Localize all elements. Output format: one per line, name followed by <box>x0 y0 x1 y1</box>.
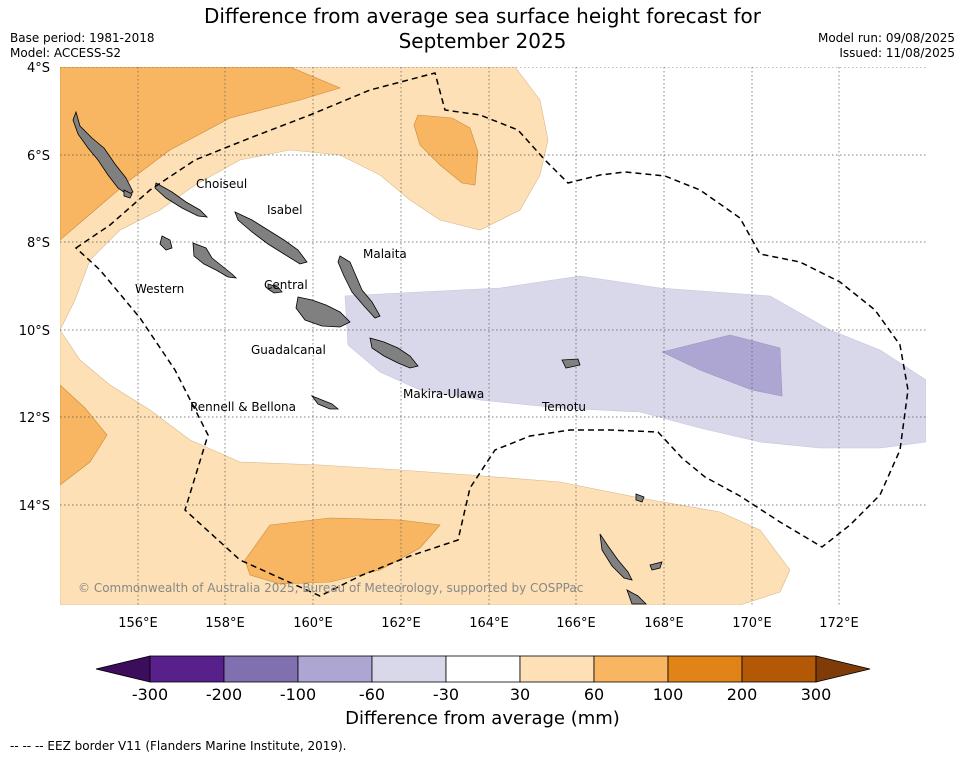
contour-60-100-north-east <box>413 114 479 186</box>
colorbar-bin <box>519 655 595 683</box>
label-western: Western <box>135 282 184 296</box>
island-isabel <box>234 211 308 265</box>
issued-date: Issued: 11/08/2025 <box>839 46 955 60</box>
colorbar-tick-label: 300 <box>801 685 832 704</box>
island-vella <box>159 235 173 251</box>
label-central: Central <box>264 278 308 292</box>
lat-label: 8°S <box>27 236 50 251</box>
contour-60-100-west <box>60 384 108 486</box>
label-temotu: Temotu <box>541 400 586 414</box>
colorbar-tick-label: 60 <box>584 685 604 704</box>
colorbar-bin <box>445 655 521 683</box>
colorbar-tick-label: -60 <box>359 685 385 704</box>
contour-neg30-neg60 <box>344 275 926 449</box>
longitude-labels: 156°E 158°E 160°E 162°E 164°E 166°E 168°… <box>118 616 859 631</box>
lon-label: 170°E <box>732 616 772 631</box>
colorbar-bin <box>297 655 373 683</box>
lat-label: 10°S <box>19 324 50 339</box>
lon-label: 172°E <box>819 616 859 631</box>
island-rennell <box>310 395 340 410</box>
meta-right: Model run: 09/08/2025 Issued: 11/08/2025 <box>818 31 955 61</box>
colorbar-bin <box>741 655 817 683</box>
map-title: Difference from average sea surface heig… <box>0 4 965 54</box>
meta-left: Base period: 1981-2018 Model: ACCESS-S2 <box>10 31 155 61</box>
island-shortland <box>123 189 133 199</box>
lon-label: 156°E <box>118 616 158 631</box>
island-makira <box>369 337 419 369</box>
lat-label: 6°S <box>27 149 50 164</box>
island-guadalcanal <box>295 296 351 328</box>
lat-label: 4°S <box>27 61 50 76</box>
island-vanuatu-small3 <box>635 493 645 503</box>
label-choiseul: Choiseul <box>196 177 247 191</box>
colorbar-extend-low <box>95 655 151 683</box>
colorbar-bin <box>667 655 743 683</box>
contour-60-100-south <box>244 517 441 585</box>
lon-label: 168°E <box>644 616 684 631</box>
label-guadalcanal: Guadalcanal <box>251 343 326 357</box>
islands <box>72 110 663 605</box>
label-malaita: Malaita <box>363 247 407 261</box>
colorbar-bin <box>593 655 669 683</box>
copyright-text: © Commonwealth of Australia 2025, Bureau… <box>78 581 583 595</box>
model-run: Model run: 09/08/2025 <box>817 31 955 45</box>
colorbar-bin <box>223 655 299 683</box>
contour-60-100-northwest <box>60 67 341 241</box>
contour-neg60-neg100 <box>661 334 783 397</box>
eez-border <box>74 72 909 597</box>
colorbar-bin <box>149 655 225 683</box>
lon-label: 160°E <box>293 616 333 631</box>
colorbar-tick-label: 200 <box>727 685 758 704</box>
label-isabel: Isabel <box>267 203 302 217</box>
colorbar: -300 -200 -100 -60 -30 30 60 100 200 300 <box>95 655 871 704</box>
island-central <box>267 283 283 294</box>
colorbar-title: Difference from average (mm) <box>345 708 620 729</box>
title-line-2: September 2025 <box>398 29 567 53</box>
lon-label: 162°E <box>381 616 421 631</box>
island-malaita <box>337 255 381 319</box>
island-vanuatu-small1 <box>626 589 647 605</box>
island-santa-cruz <box>561 358 581 369</box>
graticule <box>60 67 926 605</box>
lat-label: 12°S <box>19 411 50 426</box>
label-makira: Makira-Ulawa <box>403 387 484 401</box>
contour-30-60-south <box>60 329 791 605</box>
lon-label: 158°E <box>205 616 245 631</box>
colorbar-extend-high <box>815 655 871 683</box>
lon-label: 164°E <box>469 616 509 631</box>
colorbar-tick-label: -300 <box>132 685 168 704</box>
colorbar-tick-label: -100 <box>280 685 316 704</box>
island-new-georgia <box>192 242 238 279</box>
eez-legend-note: -- -- -- EEZ border V11 (Flanders Marine… <box>10 739 347 753</box>
island-choiseul <box>154 182 209 218</box>
label-rennell: Rennell & Bellona <box>190 400 296 414</box>
colorbar-bin <box>371 655 447 683</box>
colorbar-tick-label: 100 <box>653 685 684 704</box>
base-period: Base period: 1981-2018 <box>10 31 155 45</box>
latitude-labels: 4°S 6°S 8°S 10°S 12°S 14°S <box>19 61 50 514</box>
colorbar-tick-label: -30 <box>433 685 459 704</box>
colorbar-tick-label: -200 <box>206 685 242 704</box>
island-vanuatu-small2 <box>649 561 663 571</box>
colorbar-tick-label: 30 <box>510 685 530 704</box>
lon-label: 166°E <box>556 616 596 631</box>
title-line-1: Difference from average sea surface heig… <box>203 4 762 28</box>
lat-label: 14°S <box>19 499 50 514</box>
model-name: Model: ACCESS-S2 <box>10 46 122 60</box>
island-vanuatu-espiritu <box>599 533 633 581</box>
